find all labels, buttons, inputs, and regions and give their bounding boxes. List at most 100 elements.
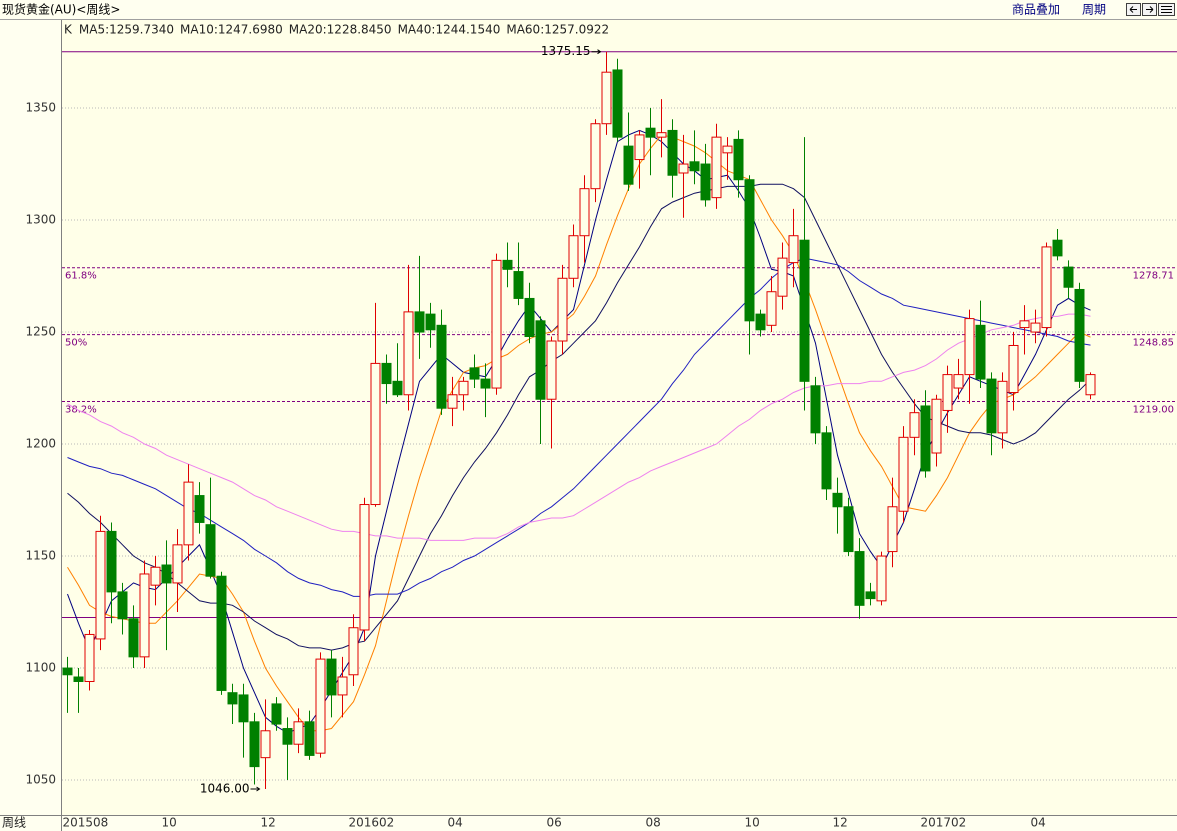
candle-body <box>678 163 689 174</box>
candle-body <box>150 566 161 586</box>
candle-body <box>414 311 425 333</box>
candle-body <box>590 123 601 190</box>
candle-body <box>612 69 623 138</box>
candle-body <box>106 530 117 593</box>
y-tick-label: 1250 <box>25 325 56 339</box>
ma-line <box>67 134 1091 732</box>
candle-body <box>634 134 645 161</box>
extreme-arrow <box>250 786 261 792</box>
candle-body <box>689 161 700 172</box>
candle-body <box>348 627 359 676</box>
candle-body <box>73 676 84 682</box>
candle-body <box>1085 374 1096 396</box>
candle-body <box>656 132 667 138</box>
candle-body <box>766 291 777 326</box>
extreme-label: 1375.15 <box>541 44 591 58</box>
ma-line <box>67 129 1091 734</box>
candle-body <box>942 374 953 411</box>
candle-body <box>271 703 282 725</box>
x-tick-label: 06 <box>547 816 562 830</box>
candle-body <box>887 506 898 553</box>
legend-entry: MA5:1259.7340 <box>79 23 174 37</box>
x-tick-label: 08 <box>646 816 661 830</box>
candle-body <box>623 145 634 185</box>
candle-body <box>480 378 491 389</box>
candle-body <box>579 188 590 237</box>
candle-body <box>370 362 381 506</box>
candle-body <box>557 277 568 342</box>
candle-body <box>1041 246 1052 329</box>
legend-entry: MA10:1247.6980 <box>180 23 283 37</box>
extreme-arrow <box>591 49 602 55</box>
x-tick-label: 04 <box>448 816 463 830</box>
candle-body <box>799 239 810 382</box>
y-tick-label: 1350 <box>25 101 56 115</box>
candle-body <box>172 544 183 584</box>
candle-body <box>392 380 403 396</box>
candle-body <box>1008 344 1019 394</box>
legend-entry: MA40:1244.1540 <box>398 23 501 37</box>
candle-body <box>667 129 678 176</box>
ma-line <box>67 257 1091 597</box>
candle-body <box>117 591 128 620</box>
candle-body <box>139 573 150 658</box>
y-tick-label: 1300 <box>25 213 56 227</box>
nav-expand[interactable] <box>1158 3 1175 16</box>
x-tick-label: 201508 <box>63 816 109 830</box>
candle-body <box>194 495 205 523</box>
candle-body <box>700 163 711 201</box>
candle-body <box>359 504 370 631</box>
ma-lines <box>67 129 1091 734</box>
nav-icons <box>1126 3 1175 16</box>
candle-body <box>898 436 909 512</box>
legend-entry: MA20:1228.8450 <box>289 23 392 37</box>
candle-body <box>777 257 788 297</box>
candle-body <box>183 481 194 546</box>
candle-body <box>865 591 876 600</box>
candles <box>62 51 1096 790</box>
candle-body <box>1030 322 1041 333</box>
candle-body <box>953 374 964 389</box>
candle-body <box>326 658 337 696</box>
nav-right[interactable] <box>1142 3 1157 16</box>
candle-body <box>997 380 1008 434</box>
period-button[interactable]: 周期 <box>1082 3 1106 17</box>
nav-left[interactable] <box>1126 3 1141 16</box>
candle-body <box>546 340 557 400</box>
candle-body <box>84 633 95 682</box>
candle-body <box>381 362 392 385</box>
overlay-button[interactable]: 商品叠加 <box>1012 2 1060 17</box>
candle-body <box>62 667 73 676</box>
ma-line <box>67 183 1091 651</box>
fib-value: 1248.85 <box>1133 338 1174 349</box>
candle-body <box>744 179 755 322</box>
candle-body <box>755 313 766 331</box>
candle-body <box>436 324 447 409</box>
candle-body <box>293 721 304 745</box>
candle-body <box>315 658 326 754</box>
candle-body <box>964 318 975 376</box>
candle-body <box>260 730 271 759</box>
candle-body <box>95 530 106 640</box>
candle-body <box>304 721 315 756</box>
candle-body <box>810 385 821 434</box>
candle-body <box>876 555 887 602</box>
legend-entry: MA60:1257.0922 <box>506 23 609 37</box>
fib-percent: 61.8% <box>65 271 97 282</box>
x-tick-label: 12 <box>833 816 848 830</box>
candle-body <box>282 728 293 745</box>
candle-body <box>843 506 854 553</box>
candle-body <box>854 551 865 606</box>
candle-body <box>425 313 436 331</box>
y-tick-label: 1200 <box>25 437 56 451</box>
candle-body <box>513 271 524 299</box>
candle-body <box>832 492 843 508</box>
candle-body <box>711 136 722 199</box>
candle-body <box>1074 288 1085 382</box>
y-tick-label: 1150 <box>25 549 56 563</box>
x-tick-label: 10 <box>745 816 760 830</box>
candle-body <box>535 320 546 400</box>
chart-title: 现货黄金(AU)<周线> <box>2 2 120 17</box>
candle-body <box>986 378 997 434</box>
